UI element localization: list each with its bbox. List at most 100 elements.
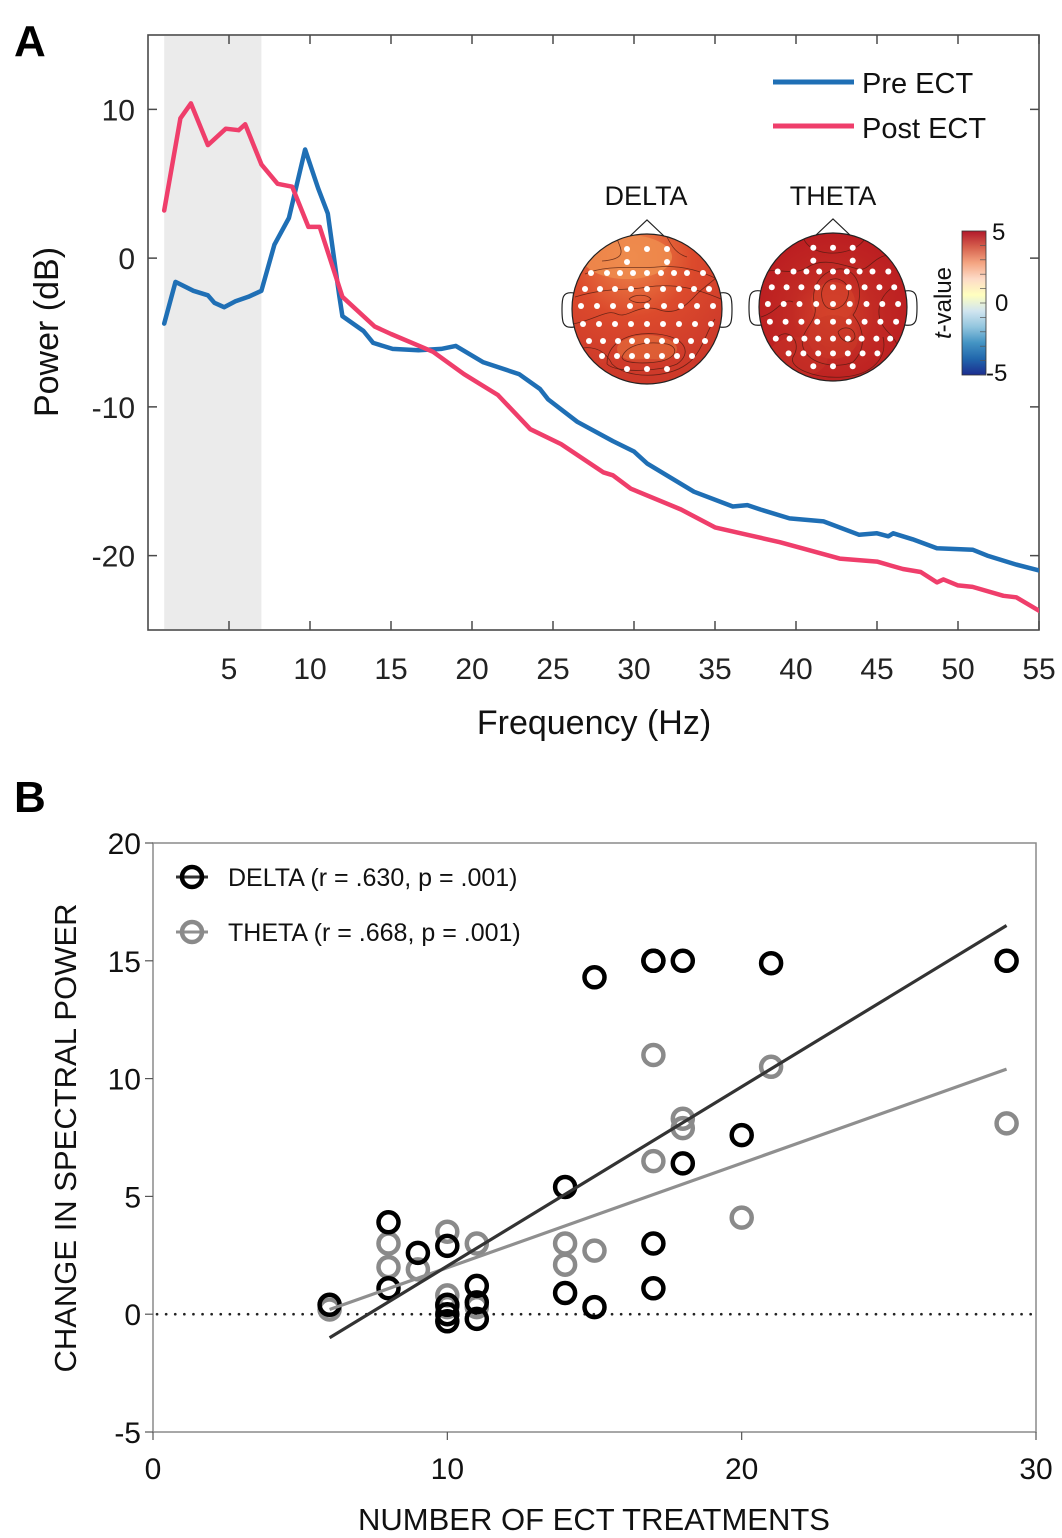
electrode xyxy=(798,284,805,291)
data-point-delta xyxy=(582,965,607,990)
electrode xyxy=(624,366,630,372)
electrode xyxy=(706,286,712,292)
topomap-delta xyxy=(561,219,733,385)
x-tick-label-a: 55 xyxy=(1022,653,1055,686)
electrode xyxy=(604,270,610,276)
electrode xyxy=(774,268,781,275)
data-point-delta xyxy=(376,1276,401,1301)
electrode xyxy=(700,270,706,276)
legend-a: Pre ECT Post ECT xyxy=(773,68,986,145)
electrode xyxy=(658,270,664,276)
electrode xyxy=(891,284,898,291)
electrode xyxy=(861,318,868,325)
contour-line xyxy=(628,294,652,304)
head-ear-left xyxy=(561,292,575,328)
electrode xyxy=(597,286,603,292)
electrode xyxy=(671,270,677,276)
data-point-theta xyxy=(435,1219,460,1244)
data-point-theta xyxy=(376,1254,401,1280)
electrode xyxy=(660,286,666,292)
electrode xyxy=(798,318,805,325)
electrode xyxy=(612,286,618,292)
y-tick-label-b: 20 xyxy=(108,828,141,861)
electrode xyxy=(586,338,592,344)
contour-line xyxy=(584,266,718,280)
data-point-theta xyxy=(994,1111,1019,1136)
electrode xyxy=(644,286,650,292)
electrode xyxy=(887,335,894,342)
topomap-inset: DELTA THETA 5 0 -5 t-value xyxy=(561,181,1008,387)
electrode xyxy=(629,353,635,359)
data-point-theta xyxy=(552,1231,578,1256)
legend-label-post-ect: Post ECT xyxy=(862,113,986,145)
head-ear-left xyxy=(748,290,762,326)
y-tick-label-a: 0 xyxy=(118,243,135,276)
electrode xyxy=(664,366,670,372)
contour-line xyxy=(777,333,885,378)
x-tick-label-a: 45 xyxy=(860,653,893,686)
electrode xyxy=(785,350,792,357)
electrode xyxy=(859,350,866,357)
data-point-theta xyxy=(670,1106,696,1131)
x-tick-label-a: 20 xyxy=(455,653,488,686)
electrode xyxy=(588,270,594,276)
electrode xyxy=(644,246,650,252)
electrode xyxy=(610,303,616,309)
electrode xyxy=(624,246,630,252)
head-nose xyxy=(628,219,666,238)
electrode xyxy=(624,259,630,265)
electrode xyxy=(766,318,773,325)
electrode xyxy=(844,350,851,357)
electrode xyxy=(845,284,852,291)
topomap-theta xyxy=(748,218,918,382)
electrode xyxy=(861,284,868,291)
electrodes xyxy=(764,244,902,370)
data-point-delta xyxy=(435,1233,460,1259)
contour-line xyxy=(764,254,889,273)
x-tick-label-a: 15 xyxy=(374,653,407,686)
data-point-delta xyxy=(435,1309,460,1334)
electrode xyxy=(629,338,635,344)
panel-a-label: A xyxy=(14,17,46,66)
electrode xyxy=(885,268,892,275)
contour-line xyxy=(621,342,676,364)
legend-circle-delta xyxy=(179,864,205,890)
electrode xyxy=(578,303,584,309)
electrode xyxy=(830,244,836,251)
x-tick-label-a: 5 xyxy=(221,653,238,686)
electrode xyxy=(843,268,850,275)
electrode xyxy=(628,286,634,292)
series-lines-a xyxy=(161,101,1039,613)
y-axis-title-b: CHANGE IN SPECTRAL POWER xyxy=(48,903,83,1372)
y-tick-label-a: -10 xyxy=(92,392,135,425)
x-tick-label-a: 35 xyxy=(698,653,731,686)
data-point-delta xyxy=(670,948,696,974)
x-tick-label-b: 0 xyxy=(145,1453,162,1486)
electrode xyxy=(830,350,836,357)
electrode xyxy=(674,353,680,359)
electrode xyxy=(688,338,694,344)
legend-label-delta: DELTA (r = .630, p = .001) xyxy=(228,864,518,892)
electrode xyxy=(845,318,852,325)
x-tick-label-a: 50 xyxy=(941,653,974,686)
electrode xyxy=(830,268,836,275)
electrode xyxy=(876,284,883,291)
electrode xyxy=(676,286,682,292)
electrode xyxy=(644,321,650,327)
topomap-title-delta: DELTA xyxy=(604,181,687,211)
electrode xyxy=(895,301,902,307)
electrode xyxy=(644,353,650,359)
electrode xyxy=(874,350,881,357)
electrode xyxy=(849,363,856,370)
electrode xyxy=(801,335,808,342)
electrodes xyxy=(578,246,716,372)
contour-line xyxy=(601,238,622,262)
electrode xyxy=(617,270,623,276)
legend-marker-delta xyxy=(176,864,208,890)
data-point-theta xyxy=(552,1252,578,1277)
electrode xyxy=(660,321,666,327)
head-blob xyxy=(577,359,717,384)
